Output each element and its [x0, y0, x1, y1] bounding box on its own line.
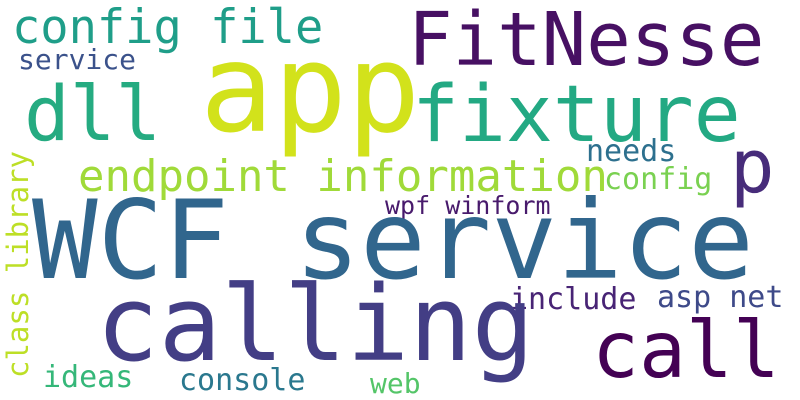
word-include: include [510, 282, 637, 317]
word-app: app [200, 18, 421, 160]
word-asp-net: asp net [657, 280, 784, 315]
word-config: config [604, 162, 713, 197]
word-service: service [18, 43, 137, 76]
word-console: console [179, 363, 306, 398]
word-dll: dll [24, 69, 162, 158]
word-wcf-service: WCF service [32, 177, 754, 304]
word-call: call [592, 306, 780, 396]
word-p: p [730, 124, 775, 210]
word-config-file: config file [12, 0, 324, 55]
word-wpf-winform: wpf winform [385, 191, 551, 220]
word-fixture: fixture [412, 70, 741, 160]
word-needs: needs [586, 134, 677, 169]
word-ideas: ideas [43, 360, 134, 395]
word-calling: calling [96, 263, 535, 385]
word-endpoint-information: endpoint information [78, 151, 608, 202]
word-web: web [370, 367, 421, 400]
word-fitnesse: FitNesse [408, 0, 765, 83]
word-class-library: class library [1, 151, 35, 378]
